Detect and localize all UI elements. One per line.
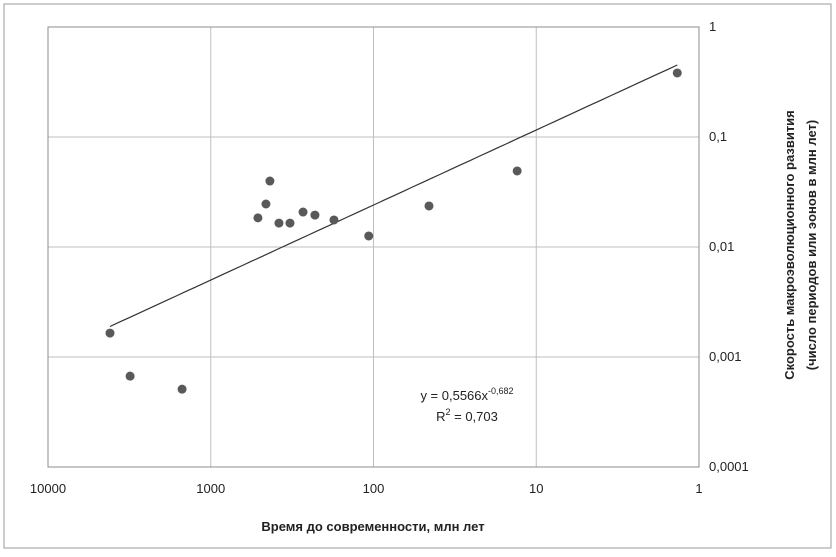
y-tick-label: 1 (709, 19, 716, 34)
y-axis-label: Скорость макроэволюционного развития (782, 110, 797, 380)
x-axis-label: Время до современности, млн лет (261, 519, 484, 534)
data-point (177, 384, 187, 394)
data-point (265, 176, 275, 186)
x-tick-label: 1 (695, 481, 702, 496)
r-squared: R2 = 0,703 (436, 407, 498, 424)
r2-base: R (436, 409, 445, 424)
y-axis-label: (число периодов или эонов в млн лет) (804, 120, 819, 370)
r2-exponent: 2 (446, 407, 451, 417)
x-tick-label: 1000 (196, 481, 225, 496)
y-tick-label: 0,001 (709, 349, 742, 364)
y-tick-label: 0,1 (709, 129, 727, 144)
data-point (298, 207, 308, 217)
x-tick-label: 10 (529, 481, 543, 496)
data-point (125, 371, 135, 381)
data-point (105, 328, 115, 338)
data-point (253, 213, 263, 223)
data-point (274, 218, 284, 228)
data-point (310, 210, 320, 220)
equation-base: y = 0,5566x (420, 388, 488, 403)
trend-equation: y = 0,5566x-0,682 (420, 386, 513, 403)
y-tick-label: 0,0001 (709, 459, 749, 474)
x-tick-label: 100 (363, 481, 385, 496)
r2-rest: = 0,703 (451, 409, 498, 424)
plot-area (47, 26, 700, 468)
data-point (672, 68, 682, 78)
data-point (364, 231, 374, 241)
trendline (109, 64, 678, 328)
y-tick-label: 0,01 (709, 239, 734, 254)
equation-exponent: -0,682 (488, 386, 514, 396)
data-point (512, 166, 522, 176)
data-point (285, 218, 295, 228)
data-point (329, 215, 339, 225)
data-point (261, 199, 271, 209)
x-tick-label: 10000 (30, 481, 66, 496)
data-point (424, 201, 434, 211)
chart-frame (3, 3, 832, 549)
